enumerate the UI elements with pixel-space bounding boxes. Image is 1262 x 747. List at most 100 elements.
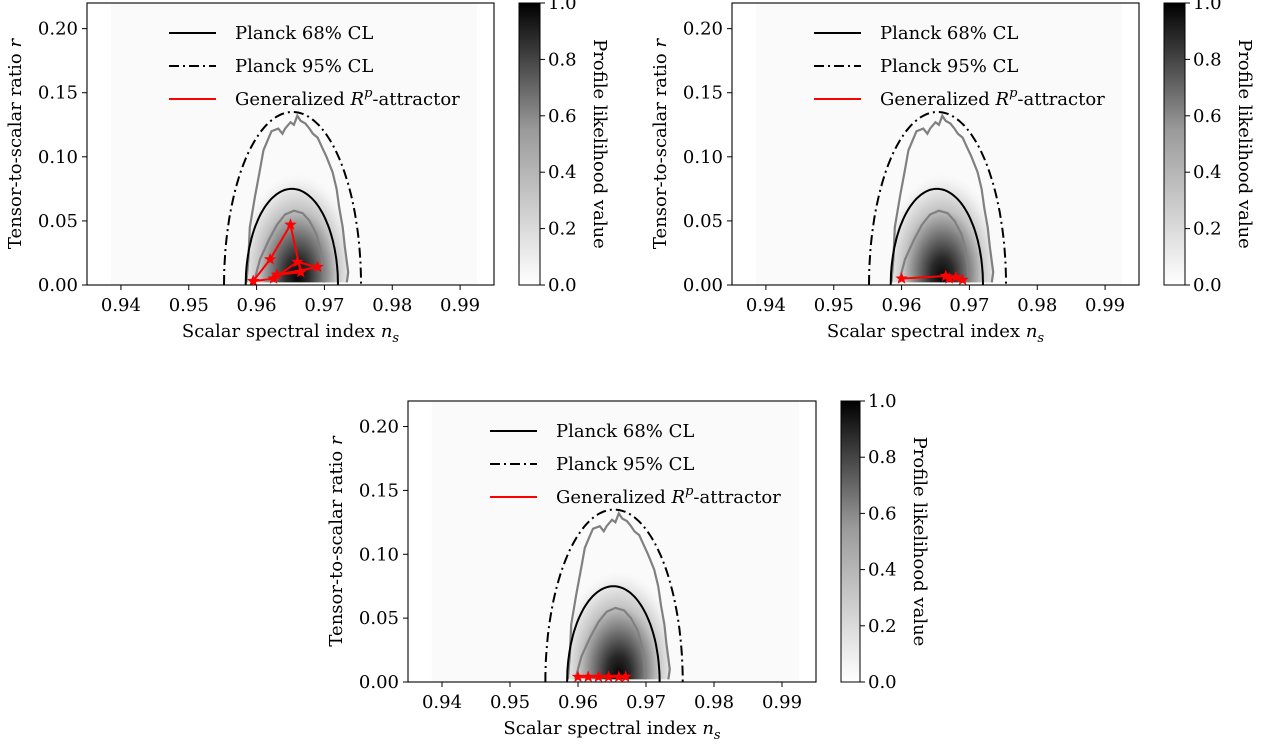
legend: Planck 68% CL Planck 95% CL Generalized Rp… (490, 421, 781, 508)
colorbar-tick-label: 0.4 (868, 560, 897, 581)
attractor-point (592, 670, 605, 682)
y-tick-label: 0.10 (359, 544, 399, 565)
attractor-point (284, 218, 297, 230)
colorbar: 0.0 0.2 0.4 0.6 0.8 1.0 Profile likelihood val… (1163, 0, 1255, 296)
axes-frame (86, 2, 495, 286)
colorbar: 0.0 0.2 0.4 0.6 0.8 1.0 Profile likelihood val… (840, 391, 930, 693)
attractor-point (949, 270, 962, 283)
y-tick-label: 0.05 (38, 211, 78, 232)
colorbar-label: Profile likelihood value (589, 39, 610, 249)
colorbar-tick-label: 0.2 (1193, 219, 1222, 240)
colorbar: 0.0 0.2 0.4 0.6 0.8 1.0 Profile likelihood val… (518, 0, 610, 296)
x-tick-label: 0.98 (694, 692, 734, 713)
attractor-point (294, 265, 307, 278)
colorbar-gradient (840, 400, 861, 683)
planck-68-contour (244, 187, 339, 285)
attractor-point (311, 260, 324, 273)
x-tick-label: 0.94 (746, 295, 786, 316)
colorbar-tick-label: 0.2 (548, 219, 577, 240)
colorbar-tick-label: 0.0 (868, 672, 897, 693)
attractor-point (612, 670, 625, 682)
attractor-point (582, 670, 595, 682)
y-axis-label: Tensor-to-scalar ratio r (326, 435, 347, 647)
x-tick-label: 0.95 (490, 692, 530, 713)
x-axis-label: Scalar spectral index ns (827, 321, 1045, 346)
x-axis-label: Scalar spectral index ns (503, 718, 721, 743)
attractor-point (267, 272, 280, 284)
likelihood-contour-inner (897, 209, 970, 283)
attractor-point (619, 670, 632, 682)
legend-planck68-label: Planck 68% CL (880, 23, 1018, 44)
colorbar-tick-label: 1.0 (548, 0, 577, 14)
colorbar-label: Profile likelihood value (1234, 39, 1255, 249)
legend-planck68-label: Planck 68% CL (556, 421, 694, 442)
likelihood-contour-outer (890, 113, 995, 283)
x-tick-label: 0.97 (949, 295, 989, 316)
y-tick-label: 0.00 (38, 275, 78, 296)
y-tick-label: 0.20 (359, 417, 399, 438)
x-tick-label: 0.94 (101, 295, 141, 316)
plot-area (431, 401, 799, 682)
likelihood-contour-inner (574, 606, 647, 680)
attractor-point (264, 252, 277, 265)
planck-95-contour (544, 508, 684, 682)
likelihood-contour-outer (566, 511, 671, 680)
likelihood-heatmap (246, 115, 349, 283)
colorbar-label: Profile likelihood value (909, 437, 930, 647)
y-tick-label: 0.20 (683, 19, 723, 40)
colorbar-tick-label: 0.6 (868, 503, 897, 524)
likelihood-contour-outer (245, 113, 350, 283)
plot-area (755, 3, 1123, 285)
x-tick-label: 0.95 (169, 295, 209, 316)
y-axis-label: Tensor-to-scalar ratio r (650, 38, 671, 250)
x-tick-label: 0.99 (1085, 295, 1125, 316)
attractor-point (571, 670, 585, 682)
x-tick-label: 0.96 (882, 295, 922, 316)
chart-panel-1: 0.94 0.95 0.96 0.97 0.98 0.99 0.00 0.05 0.10 0.15… (5, 0, 610, 346)
attractor-point (291, 255, 304, 268)
planck-95-contour (223, 110, 362, 285)
legend: Planck 68% CL Planck 95% CL Generalized Rp… (814, 23, 1105, 110)
colorbar-gradient (518, 2, 541, 286)
legend-planck95-label: Planck 95% CL (880, 56, 1018, 77)
y-tick-label: 0.00 (359, 672, 399, 693)
y-tick-label: 0.10 (683, 147, 723, 168)
likelihood-heatmap (891, 115, 994, 283)
y-tick-label: 0.15 (38, 83, 78, 104)
likelihood-heatmap (567, 513, 670, 680)
x-tick-label: 0.98 (372, 295, 412, 316)
axes-frame (731, 2, 1140, 286)
colorbar-tick-label: 1.0 (868, 391, 897, 412)
colorbar-tick-label: 0.8 (1193, 49, 1222, 70)
legend-attractor-label: Generalized Rp-attractor (880, 86, 1105, 110)
x-tick-label: 0.99 (440, 295, 480, 316)
legend-attractor-label: Generalized Rp-attractor (556, 484, 781, 508)
colorbar-tick-label: 0.0 (1193, 275, 1222, 296)
colorbar-tick-label: 1.0 (1193, 0, 1222, 14)
legend-planck95-label: Planck 95% CL (556, 454, 694, 475)
planck-95-contour (868, 110, 1007, 285)
colorbar-tick-label: 0.6 (548, 106, 577, 127)
legend-planck68-label: Planck 68% CL (235, 23, 373, 44)
planck-68-contour (889, 187, 984, 285)
colorbar-tick-label: 0.4 (1193, 162, 1222, 183)
x-tick-label: 0.96 (237, 295, 277, 316)
x-tick-label: 0.96 (558, 692, 598, 713)
colorbar-tick-label: 0.4 (548, 162, 577, 183)
attractor-point (247, 274, 260, 285)
x-axis-label: Scalar spectral index ns (182, 321, 400, 346)
chart-panel-3: 0.94 0.95 0.96 0.97 0.98 0.99 0.00 0.05 0.10 0.15… (326, 391, 930, 743)
attractor-point (270, 268, 284, 280)
x-tick-label: 0.95 (814, 295, 854, 316)
planck-68-contour (566, 585, 661, 682)
attractor-point (602, 670, 615, 682)
legend: Planck 68% CL Planck 95% CL Generalized Rp… (169, 23, 460, 110)
x-tick-label: 0.98 (1017, 295, 1057, 316)
colorbar-tick-label: 0.6 (1193, 106, 1222, 127)
y-tick-label: 0.15 (359, 480, 399, 501)
colorbar-tick-label: 0.0 (548, 275, 577, 296)
x-tick-label: 0.97 (626, 692, 666, 713)
colorbar-tick-label: 0.8 (548, 49, 577, 70)
attractor-point (939, 269, 952, 282)
